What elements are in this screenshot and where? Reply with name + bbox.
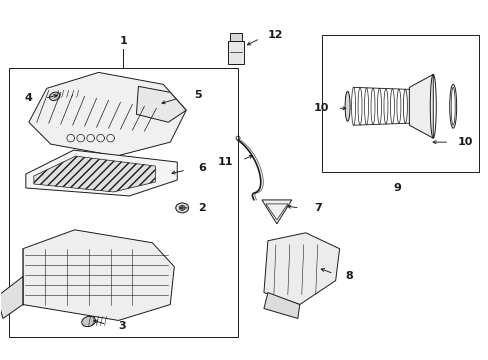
Text: 1: 1 bbox=[120, 36, 127, 46]
Text: 6: 6 bbox=[198, 163, 205, 173]
Bar bbox=[227, 41, 244, 64]
Polygon shape bbox=[26, 150, 177, 196]
Text: 2: 2 bbox=[198, 203, 205, 213]
Text: 4: 4 bbox=[25, 93, 33, 103]
Text: 3: 3 bbox=[119, 321, 126, 332]
Text: 7: 7 bbox=[313, 203, 321, 213]
Text: 12: 12 bbox=[267, 30, 283, 40]
Polygon shape bbox=[264, 233, 339, 305]
Polygon shape bbox=[23, 230, 174, 320]
Text: 9: 9 bbox=[393, 183, 401, 193]
Bar bbox=[9, 68, 238, 337]
Polygon shape bbox=[264, 293, 299, 319]
Bar bbox=[229, 32, 242, 41]
Text: 10: 10 bbox=[456, 137, 472, 147]
Ellipse shape bbox=[179, 206, 185, 210]
Text: 5: 5 bbox=[194, 90, 202, 100]
Polygon shape bbox=[262, 200, 291, 224]
Polygon shape bbox=[0, 276, 23, 319]
Polygon shape bbox=[136, 86, 186, 122]
Text: 10: 10 bbox=[313, 103, 329, 113]
Text: 11: 11 bbox=[217, 157, 232, 167]
Bar bbox=[321, 35, 478, 172]
Ellipse shape bbox=[81, 316, 95, 327]
Polygon shape bbox=[34, 156, 155, 192]
Ellipse shape bbox=[175, 203, 188, 213]
Polygon shape bbox=[408, 75, 432, 138]
Polygon shape bbox=[29, 72, 186, 156]
Text: 8: 8 bbox=[345, 271, 353, 281]
Ellipse shape bbox=[345, 91, 349, 121]
Ellipse shape bbox=[49, 92, 60, 100]
